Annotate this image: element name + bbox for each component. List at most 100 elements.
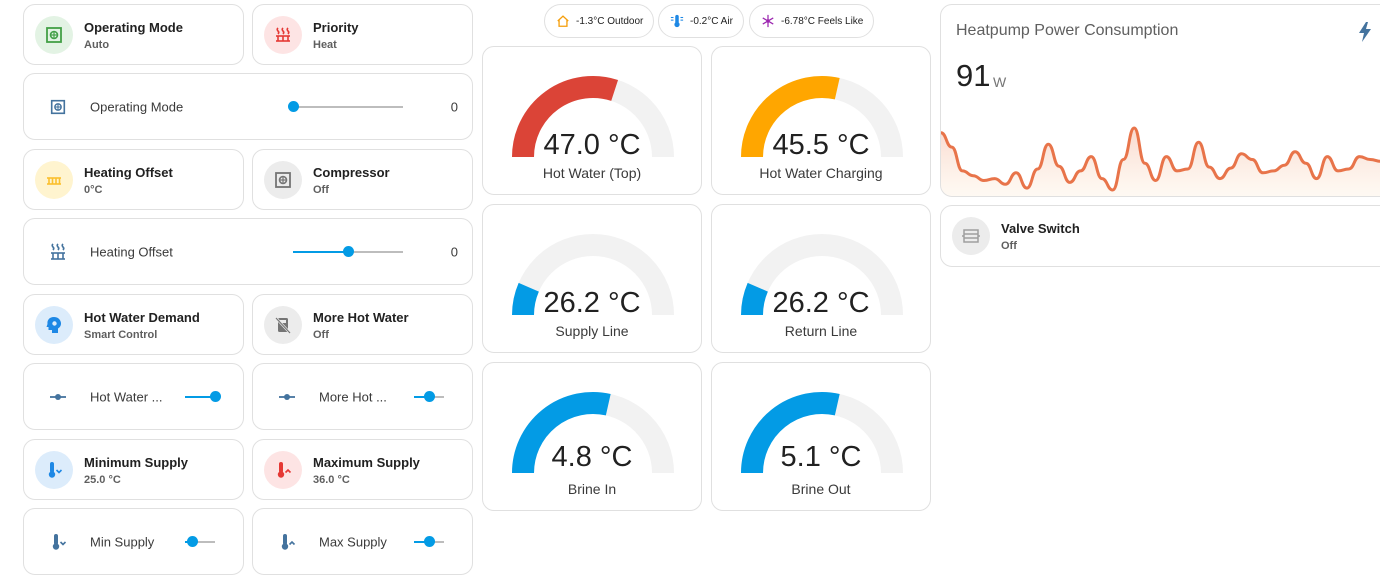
hvac-icon[interactable] — [46, 95, 70, 119]
row-label: Hot Water ... — [90, 389, 163, 404]
operating-mode-slider[interactable] — [287, 101, 403, 112]
priority-tile[interactable]: Priority Heat — [252, 4, 473, 65]
chip-label: -1.3°C Outdoor — [576, 15, 644, 27]
compressor-tile[interactable]: Compressor Off — [252, 149, 473, 210]
slider-fill — [414, 540, 429, 543]
hot-water-demand-tile[interactable]: Hot Water Demand Smart Control — [23, 294, 244, 355]
gauge-arc — [741, 76, 840, 158]
snowflake-thermometer-icon — [760, 13, 776, 29]
tile-title: Minimum Supply — [84, 455, 188, 470]
gauge-value: 26.2 °C — [543, 287, 641, 319]
gauge-value: 26.2 °C — [772, 287, 870, 319]
heating-offset-slider[interactable] — [293, 246, 403, 257]
tile-title: Operating Mode — [84, 20, 183, 35]
max-supply-slider[interactable] — [414, 536, 444, 547]
thermometer-chevron-up-icon[interactable] — [275, 530, 299, 554]
slider-thumb[interactable] — [287, 101, 299, 112]
thermometer-chevron-down-icon[interactable] — [46, 530, 70, 554]
sparkline-line — [941, 126, 1380, 192]
valve-switch-tile[interactable]: Valve Switch Off — [940, 205, 1380, 267]
max-supply-slider-row: Max Supply — [252, 508, 473, 575]
thermometer-chevron-up-icon[interactable] — [264, 451, 302, 489]
heating-offset-tile[interactable]: Heating Offset 0°C — [23, 149, 244, 210]
heating-offset-slider-row: Heating Offset 0 — [23, 218, 473, 285]
more-hot-slider[interactable] — [414, 391, 444, 402]
water-heater-off-icon[interactable] — [264, 306, 302, 344]
row-label: Heating Offset — [90, 244, 173, 259]
gauge-name: Brine In — [567, 481, 617, 497]
air-temp-chip[interactable]: -0.2°C Air — [658, 4, 744, 38]
tile-state: Smart Control — [84, 329, 158, 341]
tile-state: Off — [313, 184, 329, 196]
slider-icon[interactable] — [46, 385, 70, 409]
min-supply-slider[interactable] — [185, 536, 215, 547]
min-supply-slider-row: Min Supply — [23, 508, 244, 575]
gauge-value: 5.1 °C — [780, 441, 862, 473]
row-value: 0 — [450, 99, 458, 114]
tile-title: Priority — [313, 20, 359, 35]
operating-mode-tile[interactable]: Operating Mode Auto — [23, 4, 244, 65]
tile-state: 25.0 °C — [84, 474, 121, 486]
gauge-svg — [512, 234, 674, 316]
gauge-arc — [741, 392, 840, 474]
gauge-card[interactable]: 26.2 °C Supply Line — [482, 204, 702, 353]
slider-thumb[interactable] — [423, 536, 435, 547]
row-label: More Hot ... — [319, 389, 387, 404]
gauge-card[interactable]: 26.2 °C Return Line — [711, 204, 931, 353]
row-value: 0 — [450, 244, 458, 259]
power-value: 91 — [956, 58, 991, 93]
tile-state: Heat — [313, 39, 337, 51]
radiator-icon[interactable] — [35, 161, 73, 199]
gauge-card[interactable]: 47.0 °C Hot Water (Top) — [482, 46, 702, 195]
tile-state: 0°C — [84, 184, 103, 196]
chip-label: -6.78°C Feels Like — [781, 15, 864, 27]
radiator-icon[interactable] — [46, 240, 70, 264]
valve-icon[interactable] — [952, 217, 990, 255]
slider-icon[interactable] — [275, 385, 299, 409]
hvac-icon[interactable] — [35, 16, 73, 54]
feels-like-chip[interactable]: -6.78°C Feels Like — [749, 4, 875, 38]
tile-state: 36.0 °C — [313, 474, 350, 486]
gauge-card[interactable]: 4.8 °C Brine In — [482, 362, 702, 511]
more-hot-slider-row: More Hot ... — [252, 363, 473, 430]
gauge-arc — [512, 76, 619, 158]
hvac-icon[interactable] — [264, 161, 302, 199]
gauge-name: Return Line — [784, 323, 858, 339]
slider-thumb[interactable] — [423, 391, 435, 402]
gauge-svg — [741, 392, 903, 474]
gauge-track — [512, 234, 674, 316]
radiator-icon[interactable] — [264, 16, 302, 54]
slider-thumb[interactable] — [342, 246, 354, 257]
tile-state: Off — [1001, 240, 1017, 252]
thermometer-chevron-down-icon[interactable] — [35, 451, 73, 489]
tile-title: Maximum Supply — [313, 455, 420, 470]
gauge-svg — [741, 76, 903, 158]
slider-fill — [414, 395, 429, 398]
gauge-name: Supply Line — [555, 323, 629, 339]
hot-water-slider-row: Hot Water ... — [23, 363, 244, 430]
minimum-supply-tile[interactable]: Minimum Supply 25.0 °C — [23, 439, 244, 500]
more-hot-water-tile[interactable]: More Hot Water Off — [252, 294, 473, 355]
slider-thumb[interactable] — [209, 391, 221, 402]
gauge-card[interactable]: 45.5 °C Hot Water Charging — [711, 46, 931, 195]
tile-title: Hot Water Demand — [84, 310, 200, 325]
gauge-arc — [741, 282, 769, 316]
tile-state: Auto — [84, 39, 110, 51]
tile-state: Off — [313, 329, 329, 341]
sparkline-area — [941, 128, 1380, 196]
slider-thumb[interactable] — [187, 536, 198, 547]
gauge-value: 4.8 °C — [551, 441, 633, 473]
gauge-arc — [512, 282, 540, 316]
gauge-track — [741, 234, 903, 316]
maximum-supply-tile[interactable]: Maximum Supply 36.0 °C — [252, 439, 473, 500]
row-label: Max Supply — [319, 534, 387, 549]
gauge-name: Hot Water Charging — [759, 165, 883, 181]
gauge-name: Brine Out — [791, 481, 851, 497]
head-cog-icon[interactable] — [35, 306, 73, 344]
outdoor-temp-chip[interactable]: -1.3°C Outdoor — [544, 4, 655, 38]
slider-fill — [293, 250, 348, 253]
gauge-value: 47.0 °C — [543, 129, 641, 161]
gauge-card[interactable]: 5.1 °C Brine Out — [711, 362, 931, 511]
power-consumption-card[interactable]: Heatpump Power Consumption 91 W — [940, 4, 1380, 197]
hot-water-slider[interactable] — [185, 391, 221, 402]
